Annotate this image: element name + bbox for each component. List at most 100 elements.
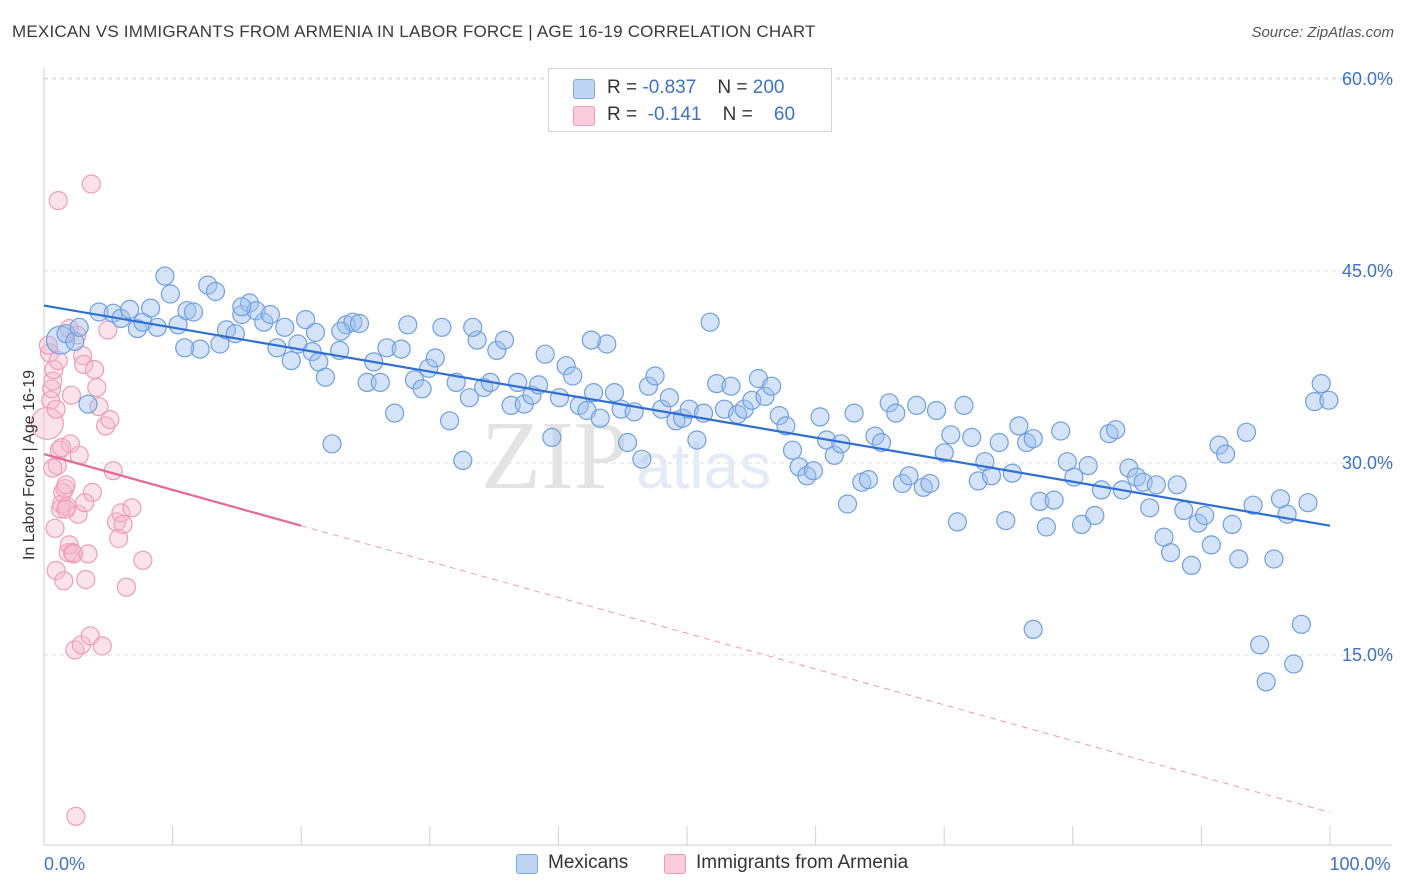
- y-axis-label: In Labor Force | Age 16-19: [21, 370, 38, 560]
- point-mexicans: [440, 411, 460, 431]
- point-mexicans: [1298, 493, 1318, 513]
- point-armenia: [92, 636, 112, 656]
- legend-label-mexicans: Mexicans: [548, 852, 629, 873]
- point-mexicans: [1160, 542, 1181, 563]
- point-mexicans: [549, 388, 570, 408]
- point-mexicans: [175, 338, 195, 358]
- point-mexicans: [205, 281, 226, 302]
- point-mexicans: [886, 403, 906, 423]
- point-mexicans: [907, 395, 927, 415]
- point-mexicans: [659, 388, 680, 408]
- point-armenia: [78, 544, 98, 564]
- point-mexicans: [160, 284, 180, 304]
- point-mexicans: [275, 317, 295, 337]
- point-armenia: [42, 379, 62, 399]
- point-mexicans: [183, 302, 204, 322]
- point-armenia: [122, 498, 142, 518]
- point-mexicans: [1078, 456, 1098, 476]
- point-mexicans: [769, 406, 789, 426]
- point-mexicans: [120, 299, 140, 319]
- legend-swatch-mexicans: [516, 854, 538, 874]
- watermark-atlas: atlas: [636, 430, 771, 502]
- point-mexicans: [147, 317, 167, 337]
- point-armenia: [54, 571, 74, 591]
- point-mexicans: [645, 366, 665, 386]
- point-mexicans: [260, 304, 280, 325]
- point-mexicans: [590, 408, 610, 428]
- point-mexicans: [1167, 475, 1187, 495]
- point-mexicans: [425, 348, 445, 368]
- point-mexicans: [755, 386, 775, 406]
- point-armenia: [48, 351, 68, 371]
- point-mexicans: [357, 372, 377, 392]
- point-mexicans: [385, 403, 405, 423]
- point-mexicans: [1181, 555, 1202, 576]
- legend-n-label: N =: [722, 104, 753, 125]
- point-mexicans: [296, 310, 316, 330]
- point-mexicans: [824, 445, 844, 465]
- trend-lines: [43, 304, 1331, 813]
- point-mexicans: [844, 403, 864, 423]
- point-mexicans: [322, 434, 342, 454]
- point-mexicans: [803, 461, 824, 481]
- point-mexicans: [721, 376, 741, 396]
- point-armenia: [65, 640, 85, 660]
- y-tick-label: 30.0%: [1342, 453, 1393, 473]
- point-mexicans: [1215, 444, 1236, 464]
- point-armenia: [62, 542, 83, 563]
- point-mexicans: [556, 356, 576, 376]
- point-mexicans: [232, 304, 252, 325]
- watermark: ZIP atlas: [481, 402, 771, 510]
- point-mexicans: [1071, 514, 1092, 535]
- point-armenia: [73, 354, 94, 374]
- point-mexicans: [581, 330, 602, 350]
- point-mexicans: [535, 344, 555, 364]
- point-mexicans: [707, 374, 727, 394]
- point-armenia: [89, 397, 109, 417]
- point-mexicans: [604, 383, 625, 403]
- point-mexicans: [377, 338, 397, 358]
- legend-r-label: R =: [607, 104, 638, 125]
- point-mexicans: [782, 440, 803, 460]
- point-armenia: [75, 493, 95, 513]
- point-mexicans: [1222, 514, 1242, 535]
- point-mexicans: [331, 321, 351, 341]
- mexican-points: [45, 266, 1339, 692]
- point-mexicans: [687, 430, 707, 450]
- legend-r-value: -0.141: [647, 104, 702, 125]
- point-mexicans: [1036, 517, 1057, 537]
- point-mexicans: [69, 317, 89, 337]
- axes: [43, 68, 1392, 846]
- point-armenia: [113, 514, 133, 535]
- point-armenia: [84, 360, 105, 380]
- point-mexicans: [412, 379, 432, 399]
- point-mexicans: [1236, 422, 1257, 442]
- legend-label-armenia: Immigrants from Armenia: [696, 852, 909, 873]
- trend-extension-armenia: [301, 525, 1331, 813]
- point-mexicans: [459, 388, 479, 408]
- point-mexicans: [858, 470, 879, 490]
- point-armenia: [64, 544, 84, 564]
- point-mexicans: [1126, 467, 1147, 487]
- point-mexicans: [1243, 495, 1263, 515]
- point-mexicans: [871, 432, 892, 453]
- point-mexicans: [1304, 392, 1325, 412]
- point-armenia: [51, 438, 72, 458]
- point-mexicans: [246, 301, 266, 321]
- point-mexicans: [700, 312, 720, 332]
- y-tick-label: 60.0%: [1342, 69, 1393, 89]
- legend-r-label: R =: [607, 77, 638, 98]
- trend-line-mexicans: [43, 304, 1331, 527]
- point-armenia: [46, 560, 66, 581]
- point-mexicans: [432, 317, 452, 337]
- point-mexicans: [141, 298, 161, 318]
- point-armenia: [100, 409, 120, 430]
- point-mexicans: [1284, 654, 1304, 674]
- point-mexicans: [305, 322, 326, 342]
- point-mexicans: [1311, 374, 1331, 394]
- point-mexicans: [1291, 614, 1312, 634]
- point-mexicans: [597, 334, 617, 354]
- point-mexicans: [1085, 505, 1105, 526]
- chart-title: MEXICAN VS IMMIGRANTS FROM ARMENIA IN LA…: [12, 22, 816, 41]
- x-tick-label: 0.0%: [44, 854, 85, 874]
